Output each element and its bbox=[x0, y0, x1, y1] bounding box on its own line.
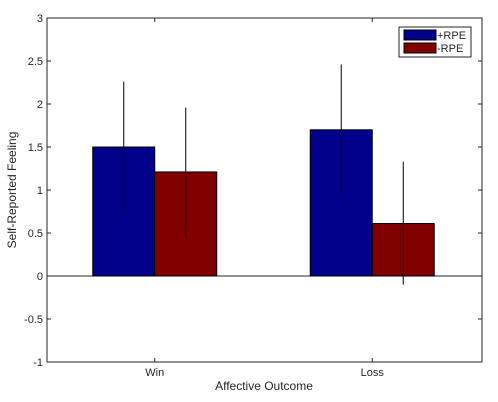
y-tick-label: 0.5 bbox=[28, 228, 43, 240]
legend: +RPE-RPE bbox=[398, 26, 472, 58]
y-tick-label: -0.5 bbox=[24, 314, 43, 326]
y-axis-label: Self-Reported Feeling bbox=[5, 132, 19, 249]
error-bars-group bbox=[123, 64, 404, 285]
y-tick-label: 1 bbox=[37, 185, 43, 197]
y-tick-label: 2.5 bbox=[28, 56, 43, 68]
x-ticks-group: Win Loss bbox=[145, 18, 384, 379]
y-tick-label: 1.5 bbox=[28, 142, 43, 154]
y-ticks-group: -1 -0.5 0 0.5 1 1.5 2 2.5 3 bbox=[24, 13, 482, 369]
y-tick-label: 2 bbox=[37, 99, 43, 111]
legend-label: +RPE bbox=[437, 30, 466, 42]
legend-label: -RPE bbox=[437, 43, 463, 55]
x-axis-label: Affective Outcome bbox=[215, 379, 313, 393]
legend-swatch bbox=[403, 42, 437, 54]
y-tick-label: -1 bbox=[33, 357, 43, 369]
x-tick-label: Loss bbox=[361, 367, 385, 379]
y-tick-label: 0 bbox=[37, 271, 43, 283]
legend-swatch bbox=[403, 29, 437, 41]
x-tick-label: Win bbox=[145, 367, 164, 379]
y-tick-label: 3 bbox=[37, 13, 43, 25]
